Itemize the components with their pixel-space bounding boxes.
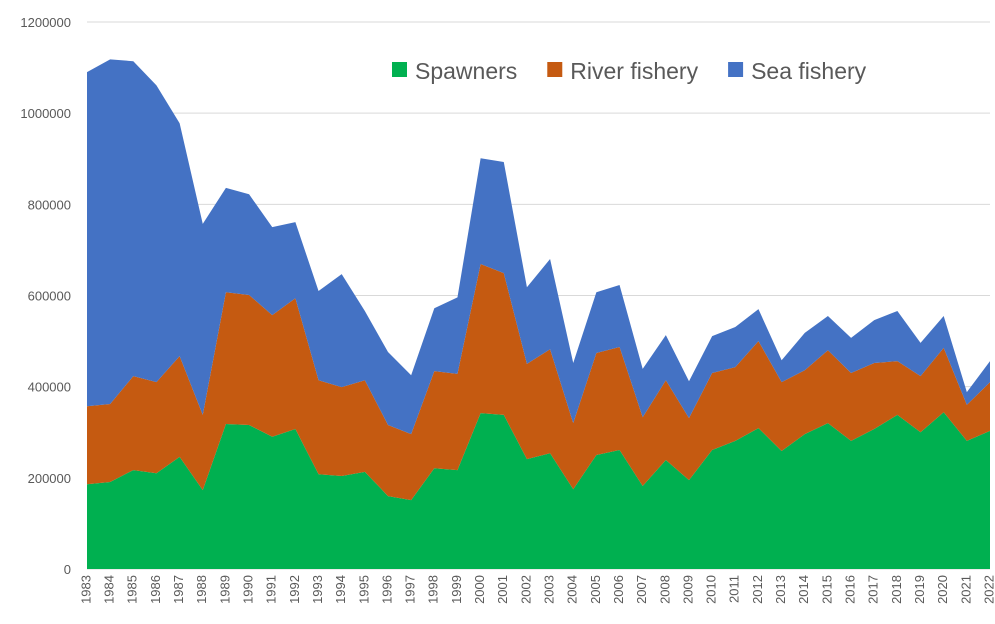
y-tick-label: 1200000 bbox=[20, 15, 71, 30]
legend-swatch bbox=[728, 62, 744, 77]
x-tick-label: 2008 bbox=[657, 575, 672, 604]
x-tick-label: 2015 bbox=[819, 575, 834, 604]
x-tick-label: 1997 bbox=[403, 575, 418, 604]
x-tick-label: 1999 bbox=[449, 575, 464, 604]
x-tick-label: 2009 bbox=[680, 575, 695, 604]
x-tick-label: 2011 bbox=[727, 575, 742, 603]
area bbox=[87, 264, 990, 501]
x-tick-label: 1991 bbox=[264, 575, 279, 604]
x-tick-label: 1993 bbox=[310, 575, 325, 604]
legend-label: Sea fishery bbox=[751, 58, 867, 84]
x-tick-label: 1998 bbox=[426, 575, 441, 604]
x-tick-label: 1989 bbox=[217, 575, 232, 604]
x-tick-label: 1994 bbox=[333, 575, 348, 604]
y-tick-label: 400000 bbox=[28, 380, 71, 395]
legend-label: Spawners bbox=[415, 58, 517, 84]
legend-label: River fishery bbox=[570, 58, 698, 84]
x-tick-label: 2013 bbox=[773, 575, 788, 604]
x-tick-label: 2003 bbox=[542, 575, 557, 604]
x-tick-label: 2000 bbox=[472, 575, 487, 604]
x-tick-label: 2010 bbox=[704, 575, 719, 604]
x-tick-label: 2017 bbox=[866, 575, 881, 604]
x-tick-label: 2004 bbox=[565, 575, 580, 604]
legend-swatch bbox=[392, 62, 407, 77]
x-tick-label: 2005 bbox=[588, 575, 603, 604]
x-tick-label: 1988 bbox=[194, 575, 209, 604]
x-tick-label: 2007 bbox=[634, 575, 649, 604]
x-tick-label: 1984 bbox=[102, 575, 117, 604]
x-tick-label: 2006 bbox=[611, 575, 626, 604]
x-tick-label: 2020 bbox=[935, 575, 950, 604]
x-tick-label: 2022 bbox=[981, 575, 995, 604]
x-tick-label: 2019 bbox=[912, 575, 927, 604]
y-tick-label: 800000 bbox=[28, 197, 71, 212]
y-tick-label: 200000 bbox=[28, 471, 71, 486]
area bbox=[87, 412, 990, 569]
x-tick-label: 1992 bbox=[287, 575, 302, 604]
y-tick-label: 1000000 bbox=[20, 106, 71, 121]
legend-swatch bbox=[547, 62, 563, 77]
x-tick-label: 1990 bbox=[241, 575, 256, 604]
y-tick-label: 0 bbox=[64, 562, 71, 577]
x-tick-label: 2014 bbox=[796, 575, 811, 604]
x-tick-label: 2002 bbox=[518, 575, 533, 604]
x-tick-label: 1995 bbox=[356, 575, 371, 604]
x-tick-label: 2018 bbox=[889, 575, 904, 604]
x-tick-label: 2016 bbox=[843, 575, 858, 604]
x-tick-label: 2001 bbox=[495, 575, 510, 604]
y-tick-label: 600000 bbox=[28, 289, 71, 304]
x-tick-label: 1985 bbox=[125, 575, 140, 604]
x-tick-label: 2012 bbox=[750, 575, 765, 604]
x-tick-label: 1996 bbox=[379, 575, 394, 604]
x-tick-label: 1983 bbox=[78, 575, 93, 604]
x-tick-label: 1986 bbox=[148, 575, 163, 604]
area bbox=[87, 59, 990, 435]
x-tick-label: 2021 bbox=[958, 575, 973, 604]
x-tick-label: 1987 bbox=[171, 575, 186, 604]
